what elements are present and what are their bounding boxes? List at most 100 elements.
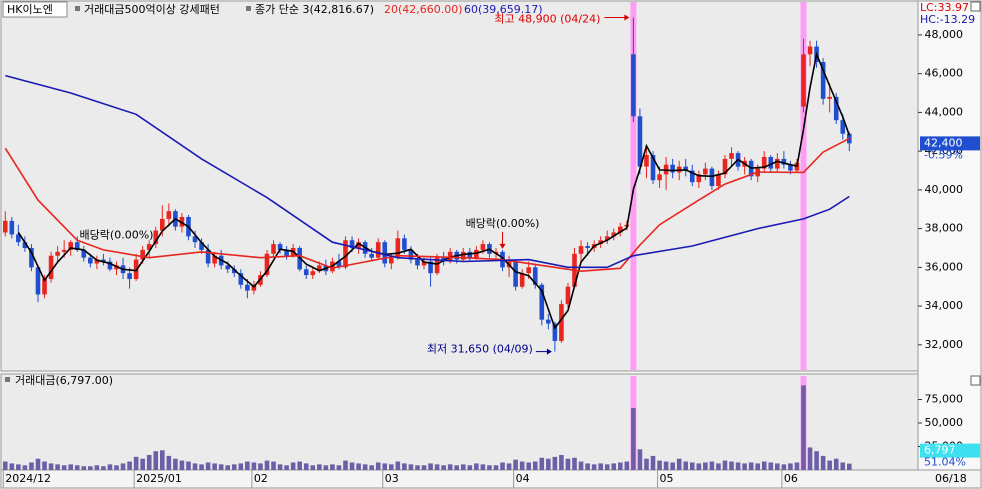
candle-body — [94, 259, 100, 264]
candle-body — [559, 304, 564, 341]
volume-bar — [814, 451, 819, 470]
candle-body — [375, 242, 381, 258]
subtitle: 거래대금500억이상 강세패턴 — [84, 3, 220, 16]
volume-bar — [362, 464, 368, 470]
volume-bar — [833, 458, 839, 470]
volume-bar — [421, 465, 427, 470]
volume-bar — [245, 461, 250, 470]
candle-body — [212, 255, 217, 264]
x-tick-label: 03 — [385, 472, 399, 485]
close-button[interactable] — [970, 375, 981, 386]
candle-body — [192, 236, 198, 243]
candle-body — [775, 158, 780, 169]
volume-bar — [735, 462, 741, 470]
candle-body — [277, 244, 283, 250]
y-tick-label: 34,000 — [925, 299, 964, 312]
y-tick-label: 46,000 — [925, 67, 964, 80]
volume-bar — [343, 460, 348, 470]
volume-bar — [454, 465, 460, 470]
volume-bar — [186, 461, 191, 470]
volume-title: 거래대금(6,797.00) — [15, 374, 113, 387]
volume-bar — [493, 465, 499, 470]
volume-bar — [546, 458, 551, 470]
candle-body — [761, 156, 767, 169]
candle-body — [310, 271, 316, 276]
y-tick-label: 44,000 — [925, 105, 964, 118]
volume-bar — [395, 461, 401, 470]
volume-bar — [415, 465, 420, 470]
price-badge-label: 42,400 — [924, 136, 963, 149]
hc-label: HC:-13.29 — [920, 13, 975, 26]
volume-bar — [35, 458, 41, 470]
volume-bar — [657, 460, 662, 470]
candle-body — [231, 269, 237, 274]
volume-bar — [847, 463, 852, 470]
close-button[interactable] — [970, 1, 981, 12]
y-tick-label: 40,000 — [925, 183, 964, 196]
volume-bar — [820, 455, 826, 470]
volume-bar — [9, 463, 15, 470]
candle-body — [9, 220, 15, 235]
volume-bar — [663, 461, 669, 470]
volume-bar — [447, 464, 453, 470]
arrow-head — [624, 14, 630, 21]
candle-body — [408, 249, 414, 260]
candle-body — [585, 246, 590, 248]
candle-body — [768, 156, 774, 169]
chart-title: HK이노엔 — [7, 3, 53, 16]
candle-body — [303, 269, 309, 276]
signal-highlight — [800, 2, 807, 370]
volume-bar — [532, 461, 538, 470]
volume-bar — [480, 464, 486, 470]
volume-bar — [604, 464, 610, 470]
volume-bar — [2, 461, 8, 470]
candle-body — [2, 220, 8, 233]
legend-entry: 종가 단순 3(42,816.67) — [255, 3, 374, 16]
candle-body — [225, 265, 231, 270]
volume-bar — [205, 462, 211, 470]
candle-body — [127, 273, 132, 279]
candle-body — [703, 168, 708, 175]
candle-body — [22, 242, 28, 248]
candle-body — [631, 54, 636, 117]
volume-bar — [539, 457, 545, 470]
candle-body — [788, 164, 793, 171]
volume-bar — [781, 464, 787, 470]
candle-body — [604, 236, 610, 241]
candle-body — [199, 242, 204, 250]
candle-body — [670, 164, 675, 173]
volume-bar — [212, 463, 217, 470]
candle-body — [637, 116, 643, 167]
candle-body — [696, 174, 702, 183]
volume-bar — [107, 464, 113, 470]
volume-bar — [742, 463, 747, 470]
volume-bar — [114, 465, 119, 470]
x-tick-label: 04 — [516, 472, 530, 485]
ma-line — [17, 51, 851, 330]
volume-bar — [94, 465, 100, 470]
volume-bar — [88, 466, 93, 470]
volume-bar — [369, 465, 374, 470]
y-tick-label: 50,000 — [925, 416, 964, 429]
volume-bar — [637, 449, 643, 470]
candle-body — [245, 284, 250, 291]
volume-bar — [264, 460, 270, 470]
candle-body — [42, 278, 47, 295]
legend-entry: 20(42,660.00) — [384, 3, 463, 16]
volume-bar — [271, 461, 276, 470]
lc-label: LC:33.97 — [920, 1, 969, 14]
candle-body — [284, 249, 289, 256]
candle-body — [369, 253, 374, 258]
volume-ratio-label: 51.04% — [924, 456, 966, 469]
title-box — [2, 1, 68, 18]
volume-bar — [467, 465, 473, 470]
volume-bar — [807, 447, 813, 470]
volume-panel — [0, 373, 919, 471]
volume-bar — [297, 461, 302, 470]
volume-bar — [788, 463, 793, 470]
volume-bar — [238, 463, 244, 470]
legend-entry: 60(39,659.17) — [464, 3, 543, 16]
candle-body — [349, 240, 355, 248]
candle-body — [519, 273, 525, 287]
candle-body — [55, 251, 60, 256]
